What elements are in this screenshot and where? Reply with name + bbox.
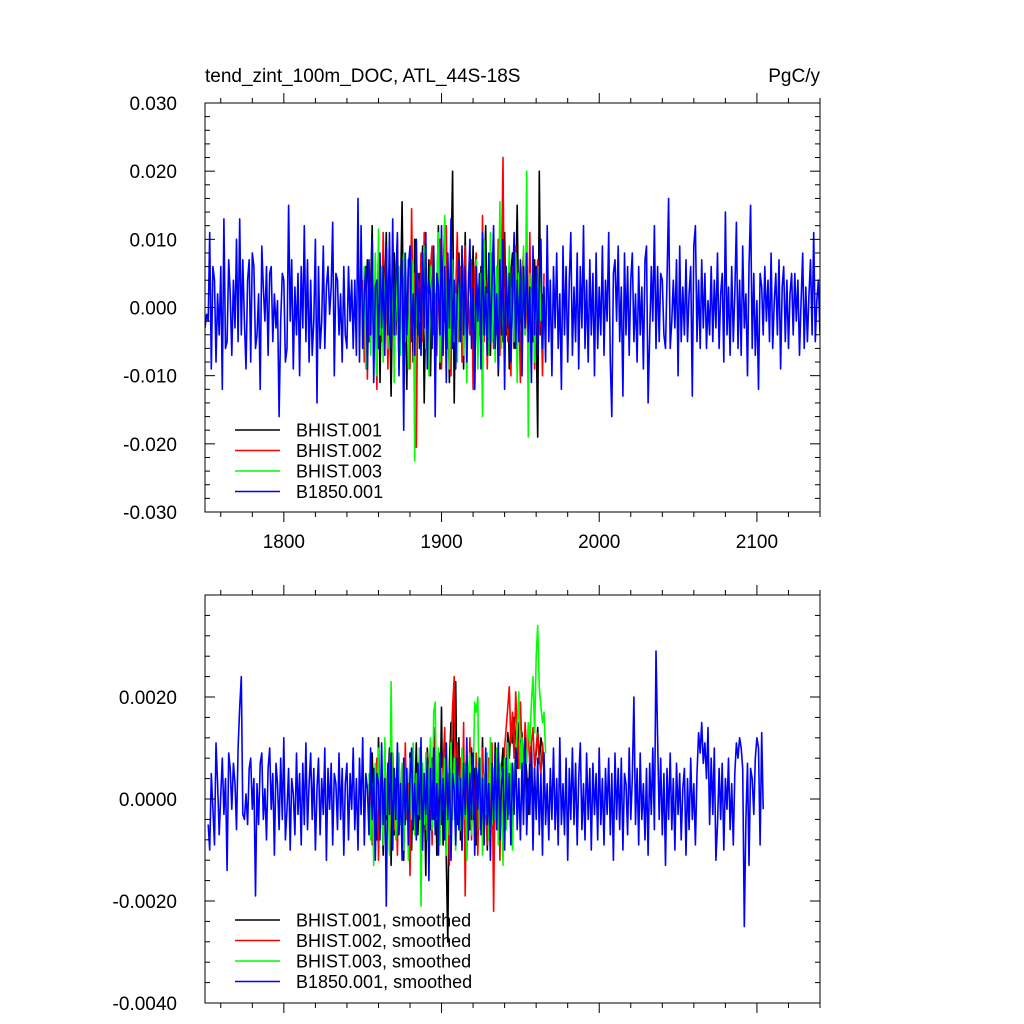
series-line-b1850-001 <box>205 197 820 432</box>
chart-title: tend_zint_100m_DOC, ATL_44S-18S <box>205 66 520 87</box>
y-tick-label: -0.0020 <box>113 892 177 913</box>
bottom-panel: -0.0040 -0.0020 0.0000 0.0020 BHIST.001, smo… <box>113 585 821 1015</box>
legend-label: B1850.001, smoothed <box>296 972 472 992</box>
y-tick-label: 0.020 <box>129 162 177 183</box>
legend-label: BHIST.003, smoothed <box>296 952 471 972</box>
legend-label: BHIST.002 <box>296 441 382 461</box>
y-tick-label: -0.0040 <box>113 994 177 1015</box>
series-line-b1850-001-smoothed <box>207 650 764 928</box>
y-tick-label: -0.010 <box>123 367 177 388</box>
y-tick-label: 0.000 <box>129 299 177 320</box>
top-panel: 1800 1900 2000 2100 -0.030 -0.020 -0.010 0.000 0… <box>123 93 821 553</box>
x-tick-label: 2000 <box>578 532 620 553</box>
x-tick-label: 1800 <box>263 532 305 553</box>
y-tick-label: 0.030 <box>129 94 177 115</box>
x-tick-label: 2100 <box>736 532 778 553</box>
legend-label: BHIST.001, smoothed <box>296 911 471 931</box>
y-tick-label: 0.010 <box>129 230 177 251</box>
legend-label: BHIST.002, smoothed <box>296 931 471 951</box>
x-tick-label: 1900 <box>420 532 462 553</box>
series-group <box>205 156 820 462</box>
y-tick-label: 0.0000 <box>119 790 177 811</box>
y-tick-label: -0.020 <box>123 435 177 456</box>
y-tick-label: 0.0020 <box>119 688 177 709</box>
legend-label: B1850.001 <box>296 482 383 502</box>
chart-units: PgC/y <box>768 66 820 87</box>
series-group <box>207 624 764 943</box>
legend-label: BHIST.003 <box>296 462 382 482</box>
legend-label: BHIST.001 <box>296 421 382 441</box>
y-tick-label: -0.030 <box>123 503 177 524</box>
